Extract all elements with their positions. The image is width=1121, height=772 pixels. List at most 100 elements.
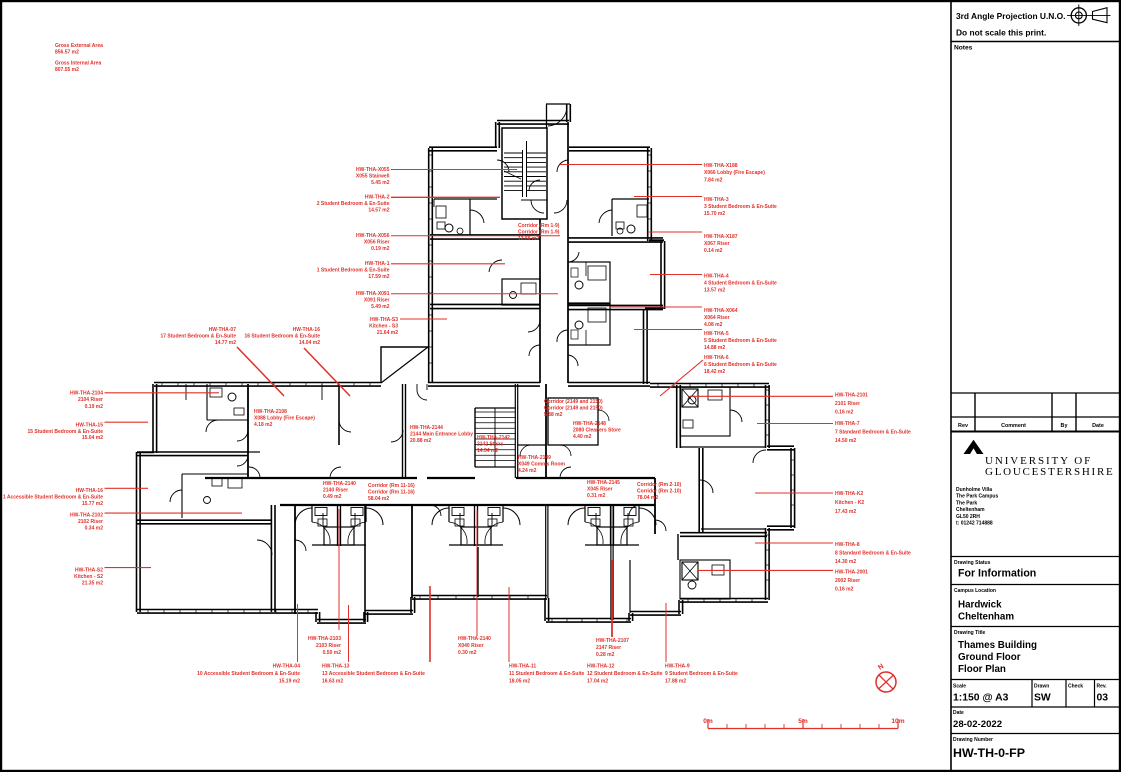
svg-text:17.04 m2: 17.04 m2 (587, 679, 608, 685)
svg-text:X066 Lobby (Fire Escape): X066 Lobby (Fire Escape) (704, 170, 765, 176)
svg-text:14.57 m2: 14.57 m2 (368, 208, 389, 214)
svg-text:X056 Riser: X056 Riser (364, 240, 390, 246)
svg-text:0.16 m2: 0.16 m2 (835, 587, 854, 593)
svg-text:X055 Stairwell: X055 Stairwell (356, 174, 390, 180)
svg-text:t: 01242 714888: t: 01242 714888 (956, 521, 993, 527)
svg-text:5 Student Bedroom & En-Suite: 5 Student Bedroom & En-Suite (704, 338, 777, 344)
svg-text:14.04 m2: 14.04 m2 (299, 340, 320, 346)
svg-text:Rev.: Rev. (1097, 684, 1108, 690)
svg-text:14.50 m2: 14.50 m2 (835, 438, 856, 444)
svg-text:03: 03 (1097, 693, 1109, 704)
svg-text:For Information: For Information (958, 568, 1036, 580)
svg-text:Date: Date (1092, 423, 1104, 429)
svg-text:HW-THA-9: HW-THA-9 (665, 664, 690, 670)
svg-text:15.04 m2: 15.04 m2 (82, 435, 103, 441)
svg-text:807.55 m2: 807.55 m2 (55, 67, 79, 73)
svg-text:16.63 m2: 16.63 m2 (322, 679, 343, 685)
svg-text:Hardwick: Hardwick (958, 600, 1002, 611)
svg-text:Corridor (Rm 11-16): Corridor (Rm 11-16) (368, 483, 415, 489)
svg-text:8 Standard Bedroom & En-Suite: 8 Standard Bedroom & En-Suite (835, 551, 911, 557)
svg-text:Corridor (Rm 1-9): Corridor (Rm 1-9) (518, 223, 560, 229)
svg-text:HW-THA-X056: HW-THA-X056 (356, 233, 390, 239)
svg-text:2002 Riser: 2002 Riser (835, 578, 860, 584)
svg-text:5m: 5m (798, 718, 808, 725)
svg-text:4.40 m2: 4.40 m2 (573, 434, 592, 440)
svg-text:HW-THA-2142: HW-THA-2142 (477, 435, 510, 441)
svg-text:HW-THA-2149: HW-THA-2149 (518, 455, 551, 461)
svg-text:HW-THA-11: HW-THA-11 (509, 664, 536, 670)
svg-text:Check: Check (1068, 684, 1083, 690)
svg-text:13 Accessible Student Bedroom: 13 Accessible Student Bedroom & En-Suite (322, 671, 425, 677)
svg-text:Cheltenham: Cheltenham (958, 612, 1014, 623)
svg-text:X088 Lobby (Fire Escape): X088 Lobby (Fire Escape) (254, 416, 315, 422)
svg-text:HW-THA-X187: HW-THA-X187 (704, 234, 738, 240)
svg-text:18.42 m2: 18.42 m2 (704, 369, 725, 375)
svg-text:HW-THA-16: HW-THA-16 (76, 488, 104, 494)
svg-text:0.19 m2: 0.19 m2 (371, 246, 390, 252)
svg-text:HW-THA-15: HW-THA-15 (76, 423, 104, 429)
svg-text:3rd Angle Projection U.N.O.: 3rd Angle Projection U.N.O. (956, 11, 1066, 21)
svg-text:Corridor (Rm 2-10): Corridor (Rm 2-10) (637, 489, 682, 495)
svg-text:Drawing Number: Drawing Number (953, 737, 993, 743)
svg-text:0.50 m2: 0.50 m2 (323, 650, 342, 656)
svg-text:HW-THA-2101: HW-THA-2101 (835, 393, 868, 399)
svg-text:HW-THA-4: HW-THA-4 (704, 274, 729, 280)
svg-text:Corridor (Rm 11-16): Corridor (Rm 11-16) (368, 490, 415, 496)
svg-text:Drawn: Drawn (1034, 684, 1049, 690)
svg-text:0.16 m2: 0.16 m2 (835, 410, 854, 416)
svg-text:5.49 m2: 5.49 m2 (371, 304, 390, 310)
svg-text:14.77 m2: 14.77 m2 (215, 340, 236, 346)
svg-text:11 Student Bedroom & En-Suite: 11 Student Bedroom & En-Suite (509, 671, 585, 677)
svg-text:N: N (877, 663, 885, 672)
svg-text:Comment: Comment (1001, 423, 1026, 429)
svg-text:10 Accessible Student Bedroom: 10 Accessible Student Bedroom & En-Suite (197, 671, 300, 677)
svg-text:0.31 m2: 0.31 m2 (587, 493, 606, 499)
svg-text:HW-TH-0-FP: HW-TH-0-FP (953, 746, 1025, 760)
svg-text:4 Student Bedroom & En-Suite: 4 Student Bedroom & En-Suite (704, 281, 777, 287)
svg-text:HW-THA-5: HW-THA-5 (704, 331, 729, 337)
svg-text:HW-THA-6: HW-THA-6 (704, 355, 729, 361)
svg-text:Corridor (Rm 1-9): Corridor (Rm 1-9) (518, 230, 560, 236)
svg-text:X045 Riser: X045 Riser (587, 487, 613, 493)
svg-text:12 Student Bedroom & En-Suite: 12 Student Bedroom & En-Suite (587, 671, 663, 677)
svg-text:17.43 m2: 17.43 m2 (835, 509, 856, 515)
svg-text:Drawing Status: Drawing Status (954, 560, 991, 566)
svg-text:HW-THA-13: HW-THA-13 (322, 664, 350, 670)
svg-text:GL50 2RH: GL50 2RH (956, 514, 980, 520)
svg-text:5.45 m2: 5.45 m2 (371, 180, 390, 186)
svg-text:4.18 m2: 4.18 m2 (254, 422, 273, 428)
svg-text:Do not scale this print.: Do not scale this print. (956, 28, 1046, 38)
svg-text:X064 Riser: X064 Riser (704, 315, 730, 321)
svg-text:0.30 m2: 0.30 m2 (458, 650, 477, 656)
svg-text:0.49 m2: 0.49 m2 (323, 494, 342, 500)
svg-text:X040 Riser: X040 Riser (458, 643, 484, 649)
svg-text:X049 Comms Room: X049 Comms Room (518, 462, 566, 468)
svg-text:UNIVERSITY OF: UNIVERSITY OF (985, 455, 1092, 467)
svg-text:78.04 m2: 78.04 m2 (637, 495, 658, 501)
svg-text:HW-THA-2148: HW-THA-2148 (573, 421, 606, 427)
svg-text:5.88 m2: 5.88 m2 (544, 412, 563, 418)
svg-text:Corridor (2149 and 2150): Corridor (2149 and 2150) (544, 406, 603, 412)
svg-text:3 Student Bedroom & En-Suite: 3 Student Bedroom & En-Suite (704, 204, 777, 210)
svg-text:HW-THA-2104: HW-THA-2104 (70, 391, 103, 397)
svg-text:Kitchen - S2: Kitchen - S2 (74, 574, 103, 580)
svg-text:2102 Riser: 2102 Riser (78, 519, 103, 525)
svg-text:0.28 m2: 0.28 m2 (596, 652, 615, 658)
svg-text:HW-THA-X091: HW-THA-X091 (356, 291, 390, 297)
svg-text:1 Accessible Student Bedroom &: 1 Accessible Student Bedroom & En-Suite (3, 495, 103, 501)
svg-text:HW-THA-8: HW-THA-8 (835, 542, 860, 548)
svg-text:10m: 10m (891, 718, 904, 725)
svg-text:HW-THA-2140: HW-THA-2140 (458, 636, 491, 642)
svg-text:SW: SW (1034, 693, 1051, 704)
svg-text:Campus Location: Campus Location (954, 588, 996, 594)
svg-text:Floor Plan: Floor Plan (958, 664, 1006, 675)
svg-text:HW-THA-S2: HW-THA-S2 (75, 568, 103, 574)
svg-text:The Park Campus: The Park Campus (956, 494, 998, 500)
svg-text:HW-THA-2140: HW-THA-2140 (323, 481, 356, 487)
svg-text:Date: Date (953, 710, 964, 716)
svg-text:By: By (1061, 423, 1068, 429)
svg-text:14.34 m2: 14.34 m2 (477, 448, 498, 454)
svg-text:16 Student Bedroom & En-Suite: 16 Student Bedroom & En-Suite (244, 334, 320, 340)
svg-text:2140 Riser: 2140 Riser (323, 488, 348, 494)
svg-text:0.34 m2: 0.34 m2 (85, 525, 104, 531)
